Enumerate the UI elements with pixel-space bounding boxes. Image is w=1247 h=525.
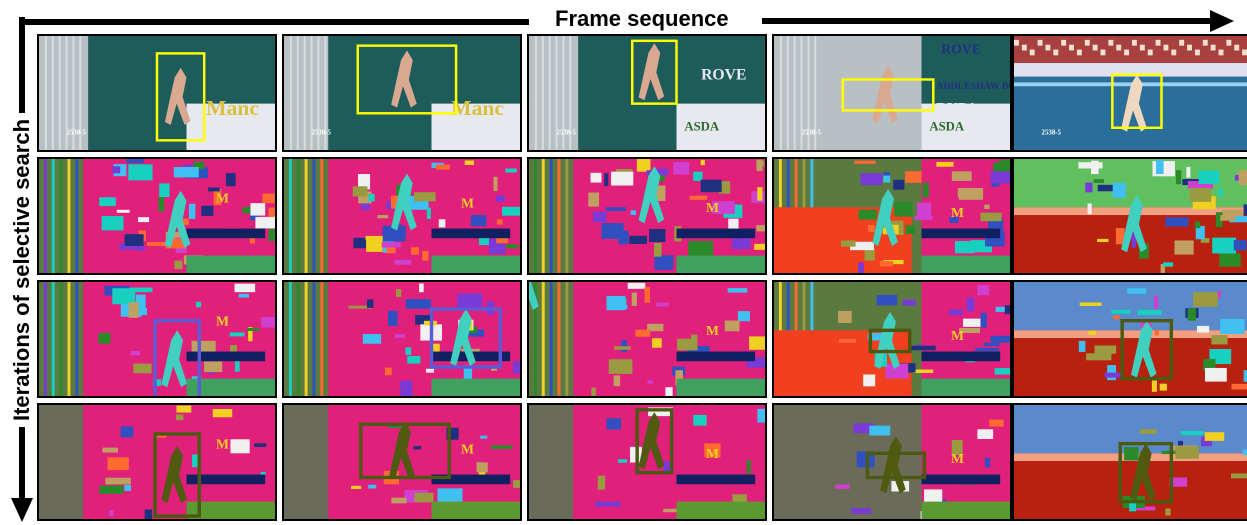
frame-cell-r4-c5	[1012, 403, 1247, 521]
rovers-sign: ROVE	[941, 41, 981, 56]
frame-cell-r2-c1: M	[37, 157, 277, 275]
frame-cell-r2-c4: M	[772, 157, 1012, 275]
frame-cell-r1-c2: Manc 2538-5	[282, 34, 522, 152]
frame-cell-r1-c1: Manc 2538-5	[37, 34, 277, 152]
segmented-letter: M	[706, 200, 719, 215]
diver-silhouette	[164, 190, 191, 248]
segmented-letter: M	[216, 437, 229, 452]
top-arrow-line-left	[19, 19, 529, 25]
diver-silhouette	[529, 282, 539, 311]
bounding-box	[841, 78, 935, 112]
iterations-label: Iterations of selective search	[9, 112, 35, 428]
segmented-letter: M	[216, 314, 229, 329]
frame-cell-r4-c3: M	[527, 403, 767, 521]
segmented-letter: M	[216, 191, 229, 206]
manchester-sign: Manc	[206, 96, 259, 120]
segmented-letter: M	[706, 323, 719, 338]
frame-cell-r4-c4: M	[772, 403, 1012, 521]
segmented-letter: M	[461, 441, 474, 456]
bounding-box	[631, 39, 678, 105]
bounding-box	[1111, 73, 1163, 129]
frame-cell-r4-c1: M	[37, 403, 277, 521]
bounding-box	[868, 328, 912, 354]
frame-cell-r2-c3: M	[527, 157, 767, 275]
segmented-letter: M	[951, 328, 964, 343]
diver-silhouette	[391, 50, 417, 108]
image-grid: Manc 2538-5 Manc 2538-5 ROVE ASDA 2538-5 ASDA AD…	[37, 34, 1247, 525]
frame-cell-r3-c4: M	[772, 280, 1012, 398]
segmented-letter: M	[951, 451, 964, 466]
diver-silhouette	[450, 309, 476, 367]
segmented-letter: M	[951, 205, 964, 220]
bounding-box	[635, 408, 674, 475]
diver-silhouette	[389, 421, 415, 479]
bupa-sign: BUPA	[936, 100, 978, 117]
diver-silhouette	[1121, 74, 1147, 132]
bounding-box	[865, 451, 927, 480]
diver-silhouette	[880, 436, 906, 494]
bounding-box	[1120, 318, 1174, 381]
frame-cell-r1-c5: 2538-5	[1012, 34, 1247, 152]
rovers-sign: ROVE	[701, 67, 746, 84]
top-arrow-line-right	[762, 18, 1212, 24]
bounding-box	[358, 422, 451, 480]
addleshaw-sign: ADDLESHAW BOOTH	[936, 81, 1010, 92]
frame-cell-r1-c4: ASDA ADDLESHAW BOOTH BUPA ROVE 2538-5	[772, 34, 1012, 152]
diver-silhouette	[638, 412, 665, 470]
frame-cell-r1-c3: ROVE ASDA 2538-5	[527, 34, 767, 152]
frame-cell-r4-c2: M	[282, 403, 522, 521]
diver-silhouette	[161, 446, 187, 504]
diver-silhouette	[391, 173, 417, 231]
frame-id-label: 2538-5	[802, 130, 822, 137]
bounding-box	[429, 307, 503, 369]
diver-silhouette	[874, 311, 900, 369]
asda-sign: ASDA	[929, 120, 965, 134]
frame-id-label: 2538-5	[67, 130, 87, 137]
bounding-box	[356, 44, 458, 115]
manchester-sign: Manc	[451, 96, 504, 120]
diver-silhouette	[1131, 320, 1157, 378]
frame-cell-r3-c5	[1012, 280, 1247, 398]
diver-silhouette	[161, 330, 187, 388]
diver-silhouette	[872, 188, 898, 246]
frame-id-label: 2538-5	[557, 130, 577, 137]
frame-id-label: 2538-5	[312, 130, 332, 137]
diver-silhouette	[164, 67, 191, 125]
segmented-letter: M	[706, 446, 719, 461]
bounding-box	[153, 318, 202, 396]
frame-cell-r3-c2: M	[282, 280, 522, 398]
right-arrow-head-icon	[1210, 10, 1234, 32]
frame-cell-r3-c1: M	[37, 280, 277, 398]
diver-silhouette	[1130, 443, 1156, 501]
segmented-letter: M	[461, 195, 474, 210]
frame-sequence-label: Frame sequence	[555, 6, 729, 31]
down-arrow-head-icon	[11, 498, 33, 522]
frame-id-label: 2538-5	[1042, 130, 1062, 137]
asda-sign: ASDA	[684, 120, 720, 134]
frame-sequence-header: Frame sequence	[0, 2, 1247, 32]
diver-silhouette	[638, 166, 665, 224]
bounding-box	[155, 52, 206, 142]
bounding-box	[1118, 441, 1174, 504]
bounding-box	[153, 432, 202, 518]
frame-cell-r2-c2: M	[282, 157, 522, 275]
frame-cell-r3-c3: M	[527, 280, 767, 398]
frame-cell-r2-c5	[1012, 157, 1247, 275]
diver-silhouette	[638, 43, 665, 101]
diver-silhouette	[1121, 195, 1147, 253]
